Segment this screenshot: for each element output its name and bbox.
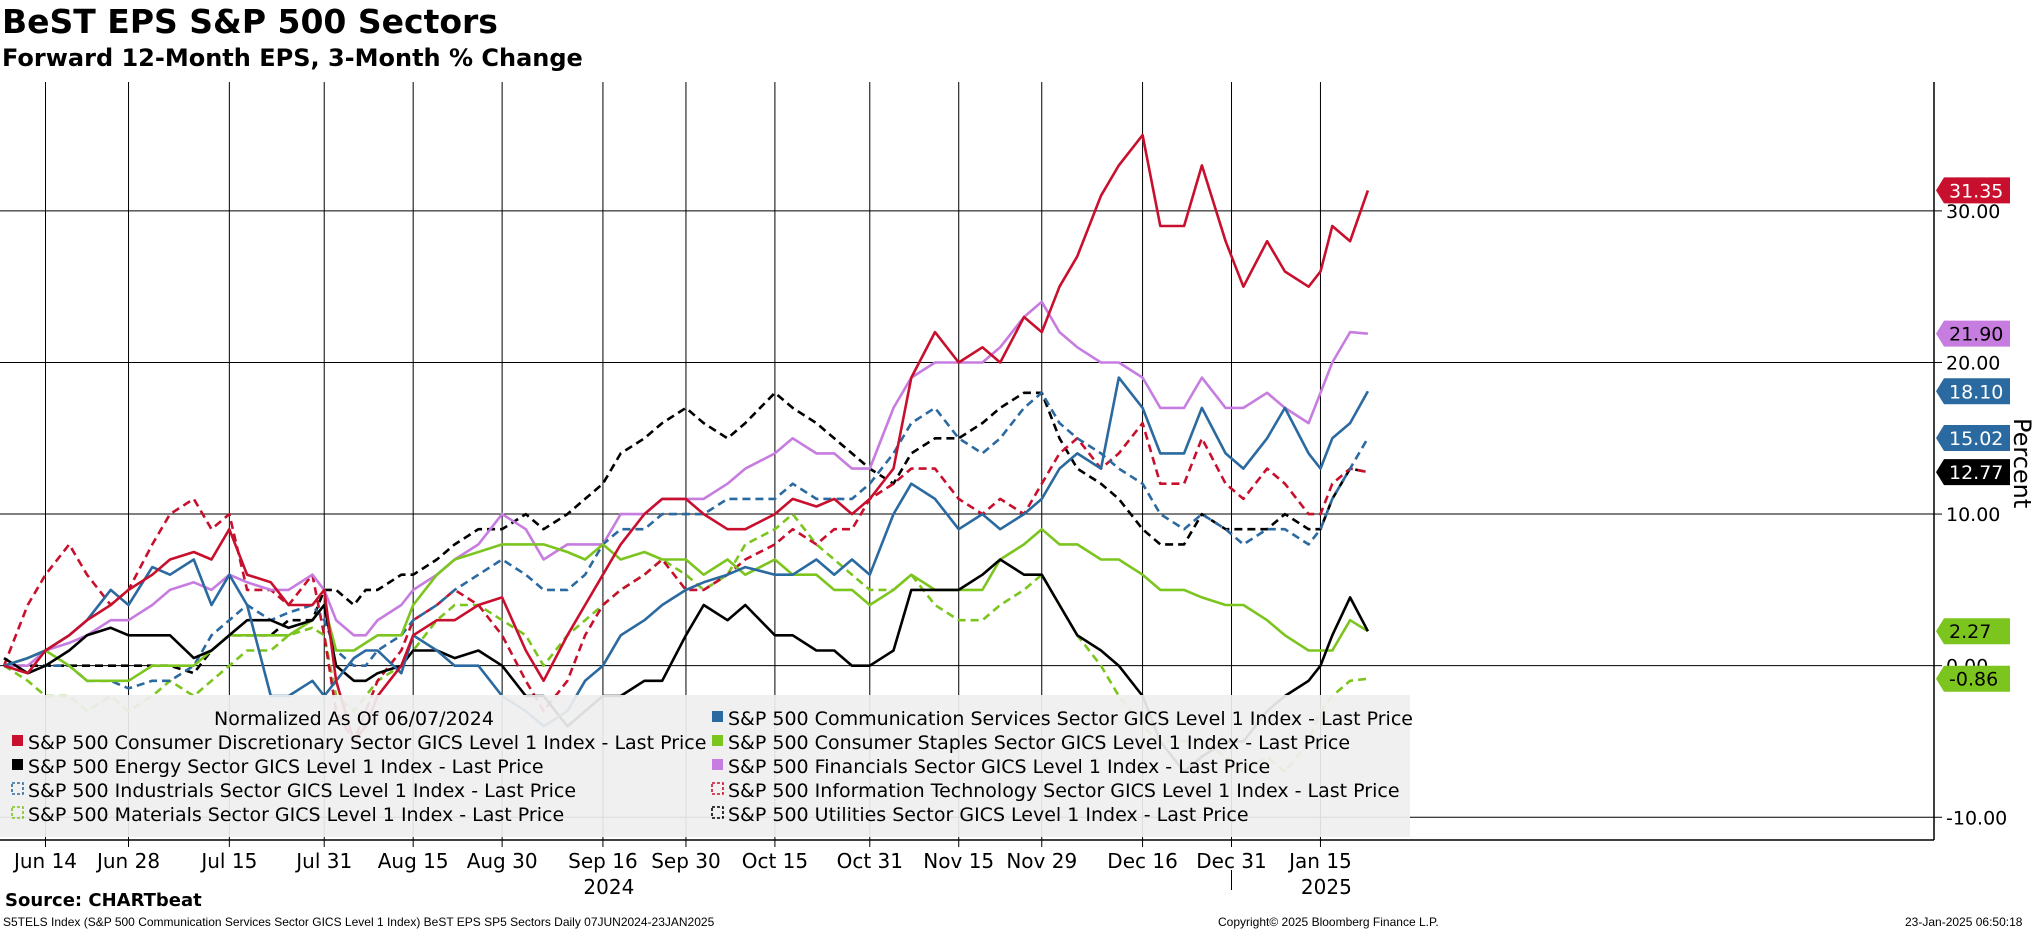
last-value-badge	[1936, 424, 2010, 451]
y-axis-label: Percent	[2008, 418, 2036, 508]
last-value-badge	[1936, 378, 2010, 405]
legend-title: Normalized As Of 06/07/2024	[214, 708, 494, 730]
legend-swatch	[12, 759, 23, 770]
series-line	[3, 133, 1370, 743]
legend-entry: S&P 500 Materials Sector GICS Level 1 In…	[28, 804, 564, 826]
last-value-labels: 31.35 21.90 18.10 15.02 12.77 2.27 -0.86	[1936, 177, 2010, 692]
last-value-text: 15.02	[1949, 428, 2003, 450]
legend-entry: S&P 500 Information Technology Sector GI…	[728, 780, 1400, 802]
x-tick-label: Jan 15	[1287, 849, 1352, 873]
footer-copyright: Copyright© 2025 Bloomberg Finance L.P.	[1218, 915, 1439, 929]
legend-swatch	[711, 782, 724, 795]
last-value-text: 12.77	[1949, 462, 2003, 484]
legend-swatch	[11, 782, 24, 795]
series-line	[3, 376, 1370, 728]
x-tick-label: Jul 15	[199, 849, 257, 873]
x-year-label: 2024	[583, 875, 634, 899]
x-year-label: 2025	[1301, 875, 1352, 899]
footer-description: S5TELS Index (S&P 500 Communication Serv…	[3, 915, 715, 929]
x-tick-label: Dec 31	[1196, 849, 1267, 873]
y-tick-label: 30.00	[1946, 201, 2000, 223]
legend-entry: S&P 500 Consumer Discretionary Sector GI…	[28, 732, 706, 754]
chart-subtitle: Forward 12-Month EPS, 3-Month % Change	[2, 44, 583, 72]
y-tick-label: -10.00	[1946, 807, 2007, 829]
x-tick-label: Nov 29	[1006, 849, 1077, 873]
y-tick-label: 10.00	[1946, 504, 2000, 526]
x-tick-label: Aug 30	[467, 849, 538, 873]
legend-swatch	[12, 735, 23, 746]
chart-title: BeST EPS S&P 500 Sectors	[2, 2, 498, 41]
series-line	[3, 391, 1370, 690]
series-line	[3, 527, 1369, 683]
x-tick-label: Jun 14	[12, 849, 77, 873]
footer-timestamp: 23-Jan-2025 06:50:18	[1905, 915, 2023, 929]
last-value-badge	[1936, 459, 2010, 486]
legend-entry: S&P 500 Financials Sector GICS Level 1 I…	[728, 756, 1270, 778]
x-axis: Jun 14 Jun 28 Jul 15 Jul 31 Aug 15 Aug 30 Sep …	[0, 839, 1934, 899]
x-tick-label: Jun 28	[95, 849, 160, 873]
x-tick-label: Sep 16	[568, 849, 638, 873]
x-tick-label: Aug 15	[378, 849, 449, 873]
last-value-text: 31.35	[1949, 180, 2003, 202]
legend-swatch	[712, 759, 723, 770]
last-value-text: -0.86	[1949, 669, 1998, 691]
last-value-text: 18.10	[1949, 381, 2003, 403]
legend-swatch	[712, 735, 723, 746]
last-value-text: 2.27	[1949, 621, 1991, 643]
x-tick-label: Oct 31	[837, 849, 903, 873]
last-value-badge	[1936, 665, 2010, 692]
legend-swatch	[711, 806, 724, 819]
legend-entry: S&P 500 Energy Sector GICS Level 1 Index…	[28, 756, 544, 778]
legend-box	[0, 695, 1410, 837]
x-tick-label: Sep 30	[651, 849, 721, 873]
source-note: Source: CHARTbeat	[5, 890, 202, 911]
last-value-text: 21.90	[1949, 324, 2003, 346]
last-value-badge	[1936, 618, 2010, 645]
legend-swatch	[712, 711, 723, 722]
x-tick-label: Nov 15	[923, 849, 994, 873]
y-tick-label: 20.00	[1946, 352, 2000, 374]
last-value-badge	[1936, 177, 2010, 204]
x-tick-label: Jul 31	[294, 849, 352, 873]
legend-swatch	[11, 806, 24, 819]
legend-entry: S&P 500 Consumer Staples Sector GICS Lev…	[728, 732, 1350, 754]
legend-entry: S&P 500 Utilities Sector GICS Level 1 In…	[728, 804, 1249, 826]
x-tick-label: Oct 15	[742, 849, 808, 873]
legend-entry: S&P 500 Industrials Sector GICS Level 1 …	[28, 780, 576, 802]
x-tick-label: Dec 16	[1107, 849, 1178, 873]
legend-entry: S&P 500 Communication Services Sector GI…	[728, 708, 1413, 730]
last-value-badge	[1936, 320, 2010, 347]
